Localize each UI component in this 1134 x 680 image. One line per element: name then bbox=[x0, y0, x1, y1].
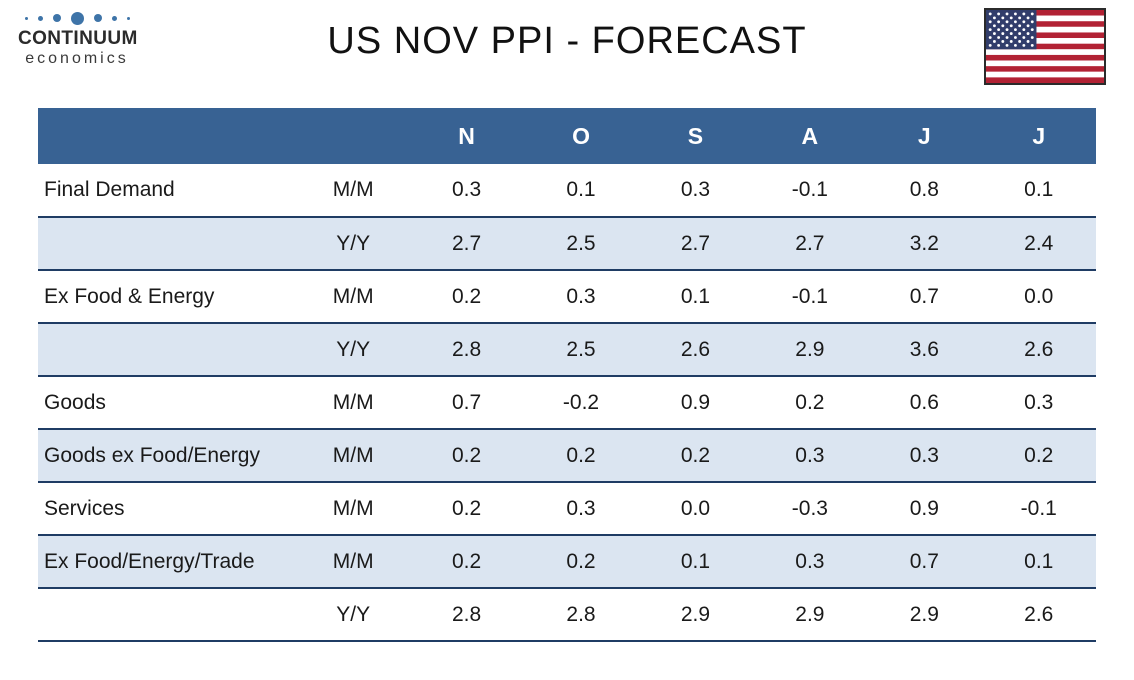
row-label bbox=[38, 323, 297, 377]
row-value: 3.2 bbox=[867, 217, 982, 271]
row-label: Services bbox=[38, 482, 297, 536]
row-period: M/M bbox=[296, 535, 410, 589]
row-label bbox=[38, 217, 297, 271]
table-row: Ex Food & Energy M/M 0.2 0.3 0.1 -0.1 0.7 0.0 bbox=[38, 270, 1096, 324]
table-row: Final Demand M/M 0.3 0.1 0.3 -0.1 0.8 0.1 bbox=[38, 164, 1096, 218]
row-value: -0.2 bbox=[523, 376, 639, 430]
col-header-period bbox=[296, 108, 410, 164]
row-period: M/M bbox=[296, 164, 410, 218]
row-period: M/M bbox=[296, 376, 410, 430]
row-value: 0.3 bbox=[523, 270, 639, 324]
col-header-month: A bbox=[752, 108, 868, 164]
row-value: 2.7 bbox=[409, 217, 524, 271]
row-value: 2.9 bbox=[752, 588, 868, 642]
row-value: 3.6 bbox=[867, 323, 982, 377]
row-label: Final Demand bbox=[38, 164, 297, 218]
row-value: 0.7 bbox=[867, 535, 982, 589]
row-value: 0.2 bbox=[409, 270, 524, 324]
row-value: -0.1 bbox=[752, 270, 868, 324]
row-value: 0.3 bbox=[867, 429, 982, 483]
row-period: M/M bbox=[296, 429, 410, 483]
row-value: 0.2 bbox=[409, 482, 524, 536]
row-value: 0.9 bbox=[638, 376, 753, 430]
row-value: 2.7 bbox=[638, 217, 753, 271]
row-period: M/M bbox=[296, 482, 410, 536]
table-row: Goods ex Food/Energy M/M 0.2 0.2 0.2 0.3 0.3 0.… bbox=[38, 429, 1096, 483]
row-value: 0.3 bbox=[409, 164, 524, 218]
page-title: US NOV PPI - FORECAST bbox=[327, 20, 807, 62]
row-value: 0.3 bbox=[638, 164, 753, 218]
row-value: 2.5 bbox=[523, 323, 639, 377]
col-header-month: O bbox=[523, 108, 639, 164]
row-label: Goods bbox=[38, 376, 297, 430]
row-value: 0.2 bbox=[523, 535, 639, 589]
row-value: 0.6 bbox=[867, 376, 982, 430]
row-value: 0.2 bbox=[409, 429, 524, 483]
row-value: 2.4 bbox=[981, 217, 1096, 271]
row-value: 2.6 bbox=[981, 588, 1096, 642]
row-period: Y/Y bbox=[296, 588, 410, 642]
table-row: Ex Food/Energy/Trade M/M 0.2 0.2 0.1 0.3 0.7 0.… bbox=[38, 535, 1096, 589]
table-row: Y/Y 2.8 2.5 2.6 2.9 3.6 2.6 bbox=[38, 323, 1096, 377]
table-body: Final Demand M/M 0.3 0.1 0.3 -0.1 0.8 0.1 Y/Y 2.7… bbox=[38, 164, 1096, 642]
logo-brand-text: CONTINUUM bbox=[18, 28, 138, 49]
row-value: 0.2 bbox=[409, 535, 524, 589]
col-header-label bbox=[38, 108, 297, 164]
row-value: 0.7 bbox=[867, 270, 982, 324]
row-value: 0.0 bbox=[638, 482, 753, 536]
col-header-month: N bbox=[409, 108, 524, 164]
col-header-month: J bbox=[981, 108, 1096, 164]
row-value: 0.1 bbox=[638, 270, 753, 324]
row-value: 0.1 bbox=[523, 164, 639, 218]
row-value: 2.9 bbox=[638, 588, 753, 642]
table-row: Goods M/M 0.7 -0.2 0.9 0.2 0.6 0.3 bbox=[38, 376, 1096, 430]
table-header-row: N O S A J J bbox=[38, 108, 1096, 164]
row-value: -0.1 bbox=[981, 482, 1096, 536]
row-value: -0.1 bbox=[752, 164, 868, 218]
row-value: 0.1 bbox=[638, 535, 753, 589]
us-flag-icon bbox=[984, 8, 1106, 85]
row-value: 2.5 bbox=[523, 217, 639, 271]
row-value: 0.2 bbox=[523, 429, 639, 483]
row-value: 0.9 bbox=[867, 482, 982, 536]
col-header-month: S bbox=[638, 108, 753, 164]
table-row: Y/Y 2.8 2.8 2.9 2.9 2.9 2.6 bbox=[38, 588, 1096, 642]
row-label: Ex Food & Energy bbox=[38, 270, 297, 324]
row-value: 2.9 bbox=[752, 323, 868, 377]
row-value: 2.9 bbox=[867, 588, 982, 642]
continuum-economics-logo: CONTINUUM economics bbox=[18, 10, 138, 68]
row-label: Goods ex Food/Energy bbox=[38, 429, 297, 483]
table-row: Services M/M 0.2 0.3 0.0 -0.3 0.9 -0.1 bbox=[38, 482, 1096, 536]
row-value: 0.1 bbox=[981, 164, 1096, 218]
row-value: 2.8 bbox=[523, 588, 639, 642]
row-value: 2.6 bbox=[981, 323, 1096, 377]
row-value: 0.3 bbox=[752, 535, 868, 589]
row-label bbox=[38, 588, 297, 642]
row-period: Y/Y bbox=[296, 323, 410, 377]
row-value: 2.8 bbox=[409, 323, 524, 377]
table-row: Y/Y 2.7 2.5 2.7 2.7 3.2 2.4 bbox=[38, 217, 1096, 271]
logo-dots-icon bbox=[18, 10, 136, 26]
row-value: 2.7 bbox=[752, 217, 868, 271]
row-value: 0.7 bbox=[409, 376, 524, 430]
row-value: 0.2 bbox=[752, 376, 868, 430]
row-value: 0.0 bbox=[981, 270, 1096, 324]
row-value: 0.3 bbox=[752, 429, 868, 483]
row-period: Y/Y bbox=[296, 217, 410, 271]
row-value: 0.2 bbox=[981, 429, 1096, 483]
col-header-month: J bbox=[867, 108, 982, 164]
row-value: -0.3 bbox=[752, 482, 868, 536]
row-value: 0.2 bbox=[638, 429, 753, 483]
logo-subbrand-text: economics bbox=[25, 50, 129, 67]
row-value: 0.1 bbox=[981, 535, 1096, 589]
row-value: 2.8 bbox=[409, 588, 524, 642]
row-value: 0.8 bbox=[867, 164, 982, 218]
row-value: 0.3 bbox=[981, 376, 1096, 430]
row-value: 2.6 bbox=[638, 323, 753, 377]
row-label: Ex Food/Energy/Trade bbox=[38, 535, 297, 589]
row-value: 0.3 bbox=[523, 482, 639, 536]
row-period: M/M bbox=[296, 270, 410, 324]
ppi-data-table: N O S A J J Final Demand M/M 0.3 0.1 0.3 -0.1… bbox=[38, 108, 1096, 642]
